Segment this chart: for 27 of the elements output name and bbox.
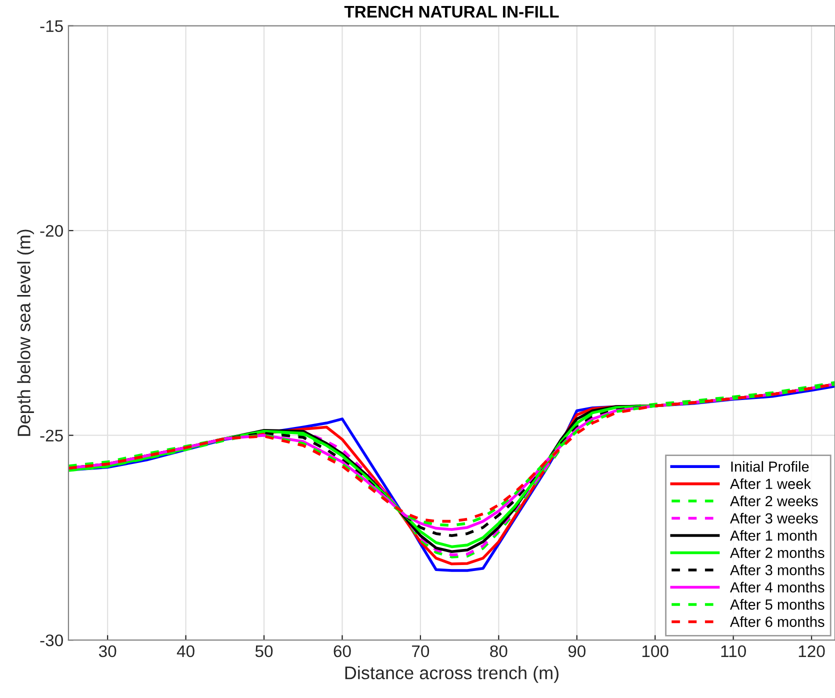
legend-label: After 2 months <box>730 547 824 558</box>
legend-label: After 3 weeks <box>730 512 818 524</box>
x-tick-label: 80 <box>490 645 508 658</box>
legend-label: After 2 weeks <box>730 496 818 506</box>
legend-label: After 6 months <box>730 616 824 627</box>
y-tick-label: -30 <box>40 634 63 646</box>
y-axis-title: Depth below sea level (m) <box>17 230 34 436</box>
legend-label: After 3 months <box>730 564 824 576</box>
legend-label: After 5 months <box>730 599 824 610</box>
legend-label: After 1 month <box>730 530 817 541</box>
x-tick-label: 120 <box>798 645 825 658</box>
y-tick-label: -20 <box>40 224 63 237</box>
x-tick-label: 40 <box>176 645 194 658</box>
x-tick-label: 30 <box>98 645 116 658</box>
x-tick-label: 60 <box>334 645 351 658</box>
x-tick-label: 70 <box>412 645 430 658</box>
x-tick-label: 50 <box>255 645 273 658</box>
y-tick-label: -15 <box>40 20 63 32</box>
chart-title: TRENCH NATURAL IN-FILL <box>344 6 559 18</box>
legend-label: After 4 months <box>730 582 824 592</box>
x-tick-label: 100 <box>642 645 668 658</box>
legend-label: Initial Profile <box>731 461 809 472</box>
x-tick-label: 90 <box>568 645 586 658</box>
x-tick-label: 110 <box>721 645 746 658</box>
x-axis-title: Distance across trench (m) <box>345 666 558 683</box>
y-tick-label: -25 <box>40 430 63 442</box>
legend-label: After 1 week <box>730 478 812 490</box>
